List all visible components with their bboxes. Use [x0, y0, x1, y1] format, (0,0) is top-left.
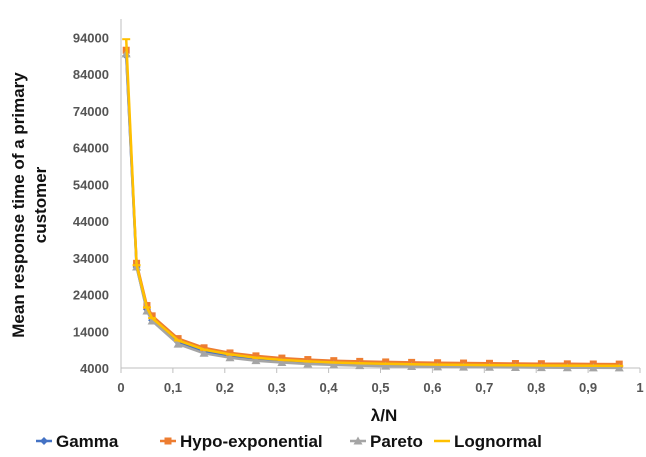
x-tick-label: 1	[636, 380, 643, 395]
data-point	[252, 352, 260, 360]
x-tick-label: 0,4	[320, 380, 339, 395]
data-point	[226, 349, 234, 357]
y-axis-title-line-2: customer	[31, 166, 50, 243]
data-point	[562, 363, 572, 372]
data-point	[510, 362, 520, 371]
legend-label: Lognormal	[454, 432, 542, 451]
y-tick-label: 54000	[73, 177, 109, 192]
series-line	[124, 39, 620, 368]
series-hypo-exponential	[122, 46, 623, 368]
data-point	[459, 362, 469, 371]
x-tick-label: 0,3	[268, 380, 286, 395]
legend-item: Pareto	[350, 432, 423, 451]
legend-item: Lognormal	[434, 432, 542, 451]
y-tick-label: 94000	[73, 30, 109, 45]
x-tick-label: 0,5	[371, 380, 389, 395]
x-tick-label: 0,9	[579, 380, 597, 395]
legend-item: Gamma	[36, 432, 119, 451]
data-point	[614, 363, 624, 372]
legend-swatch-marker	[40, 437, 48, 445]
series-gamma	[122, 51, 624, 371]
data-point	[200, 344, 208, 352]
x-tick-label: 0,7	[475, 380, 493, 395]
y-tick-label: 44000	[73, 214, 109, 229]
x-tick-label: 0,6	[423, 380, 441, 395]
data-point	[536, 363, 546, 372]
x-tick-label: 0,1	[164, 380, 182, 395]
legend-label: Pareto	[370, 432, 423, 451]
series-lognormal	[122, 38, 624, 368]
y-axis-ticks: 4000 14000 24000 34000 44000 54000 64000 74000 8…	[73, 30, 109, 376]
legend-swatch-marker	[353, 436, 363, 445]
legend-item: Hypo-exponential	[160, 432, 323, 451]
data-point	[173, 339, 183, 348]
legend-label: Gamma	[56, 432, 119, 451]
y-tick-label: 64000	[73, 141, 109, 156]
y-tick-label: 14000	[73, 324, 109, 339]
series-line	[124, 53, 620, 370]
y-tick-label: 24000	[73, 288, 109, 303]
data-point	[433, 362, 443, 371]
y-tick-label: 34000	[73, 251, 109, 266]
data-point	[251, 356, 261, 365]
y-tick-label: 4000	[80, 361, 109, 376]
y-tick-label: 74000	[73, 104, 109, 119]
x-tick-label: 0,2	[216, 380, 234, 395]
y-tick-label: 84000	[73, 67, 109, 82]
x-tick-label: 0,8	[527, 380, 545, 395]
series-pareto	[121, 49, 624, 372]
data-point	[225, 353, 235, 362]
y-axis-title-line-1: Mean response time of a primary	[9, 72, 28, 338]
data-point	[174, 335, 182, 343]
x-axis-ticks: 0 0,1 0,2 0,3 0,4 0,5 0,6 0,7 0,8 0,9 1	[117, 368, 644, 395]
data-point	[484, 362, 494, 371]
legend: Gamma Hypo-exponential Pareto Lognormal	[36, 432, 542, 451]
data-point	[329, 360, 339, 369]
data-point	[303, 359, 313, 368]
legend-label: Hypo-exponential	[180, 432, 323, 451]
legend-swatch-marker	[164, 437, 172, 445]
data-point	[381, 361, 391, 370]
data-point	[199, 348, 209, 357]
series-line	[124, 55, 620, 368]
data-point	[147, 316, 157, 325]
series-line	[124, 50, 620, 366]
x-tick-label: 0	[117, 380, 124, 395]
series-layer	[121, 38, 624, 372]
data-point	[588, 363, 598, 372]
data-point	[355, 361, 365, 370]
data-point	[277, 357, 287, 366]
data-point	[407, 362, 417, 371]
x-axis-title: λ/N	[371, 406, 397, 425]
